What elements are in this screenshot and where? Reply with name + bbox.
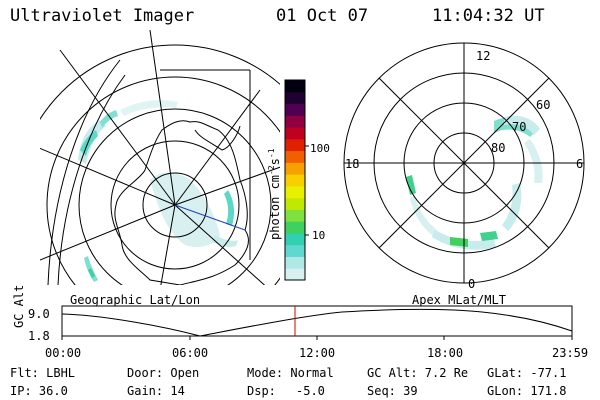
mlt-label-18: 18 [345, 157, 360, 171]
colorbar-swatch [285, 150, 305, 163]
mlt-label-6: 6 [576, 157, 584, 171]
lat-label-80: 80 [491, 141, 506, 155]
colorbar-tick-10: 10 [312, 229, 326, 242]
colorbar-swatch [285, 221, 305, 234]
colorbar-swatch [285, 127, 305, 140]
colorbar-swatch [285, 103, 305, 116]
info-dsp-label: Dsp: [247, 384, 276, 398]
info-glat: GLat: -77.1 [487, 366, 567, 380]
colorbar-swatch [285, 80, 305, 93]
instrument-title: Ultraviolet Imager [10, 6, 195, 26]
info-gain: Gain: 14 [127, 384, 185, 398]
colorbar-swatch [285, 268, 305, 281]
colorbar-label: photon cm-2s-1 [267, 148, 282, 240]
altitude-ytick-1: 1.8 [28, 329, 50, 343]
info-seq: Seq: 39 [367, 384, 418, 398]
xtick-0600: 06:00 [172, 346, 209, 360]
mlt-label-0: 0 [468, 277, 476, 291]
time-label: 11:04:32 UT [432, 6, 545, 26]
colorbar-swatch [285, 174, 305, 187]
geographic-map [40, 30, 280, 285]
colorbar-swatch [285, 185, 305, 199]
colorbar-swatch [285, 138, 305, 152]
info-ip: IP: 36.0 [10, 384, 68, 398]
colorbar-tick-100: 100 [310, 142, 330, 155]
altitude-ytick-9: 9.0 [28, 307, 50, 321]
colorbar-swatch [285, 91, 305, 105]
colorbar-swatch [285, 162, 305, 175]
colorbar-swatch [285, 209, 305, 222]
colorbar [284, 79, 309, 281]
info-gc-alt: GC Alt: 7.2 Re [367, 366, 469, 380]
info-door: Door: Open [127, 366, 200, 380]
xtick-2359: 23:59 [552, 346, 589, 360]
xtick-1200: 12:00 [299, 346, 336, 360]
info-flt: Flt: LBHL [10, 366, 76, 380]
date-label: 01 Oct 07 [276, 6, 369, 26]
lat-label-60: 60 [536, 98, 551, 112]
colorbar-swatch [285, 244, 305, 257]
xtick-1800: 18:00 [427, 346, 464, 360]
lat-label-70: 70 [512, 120, 527, 134]
colorbar-swatch [285, 256, 305, 269]
mlt-label-12: 12 [476, 49, 491, 63]
altitude-ylabel: GC Alt [12, 284, 26, 328]
info-dsp-value: -5.0 [296, 384, 325, 398]
aurora-emission-geographic [78, 100, 238, 282]
magnetic-polar-plot [343, 42, 585, 284]
magnetic-caption: Apex MLat/MLT [412, 293, 506, 307]
geographic-caption: Geographic Lat/Lon [70, 293, 201, 307]
xtick-0000: 00:00 [45, 346, 82, 360]
aurora-emission-magnetic [406, 115, 543, 250]
info-glon: GLon: 171.8 [487, 384, 567, 398]
colorbar-swatch [285, 197, 305, 210]
colorbar-swatch [285, 232, 305, 246]
info-mode: Mode: Normal [247, 366, 334, 380]
colorbar-swatch [285, 115, 305, 128]
altitude-plot [61, 305, 573, 340]
